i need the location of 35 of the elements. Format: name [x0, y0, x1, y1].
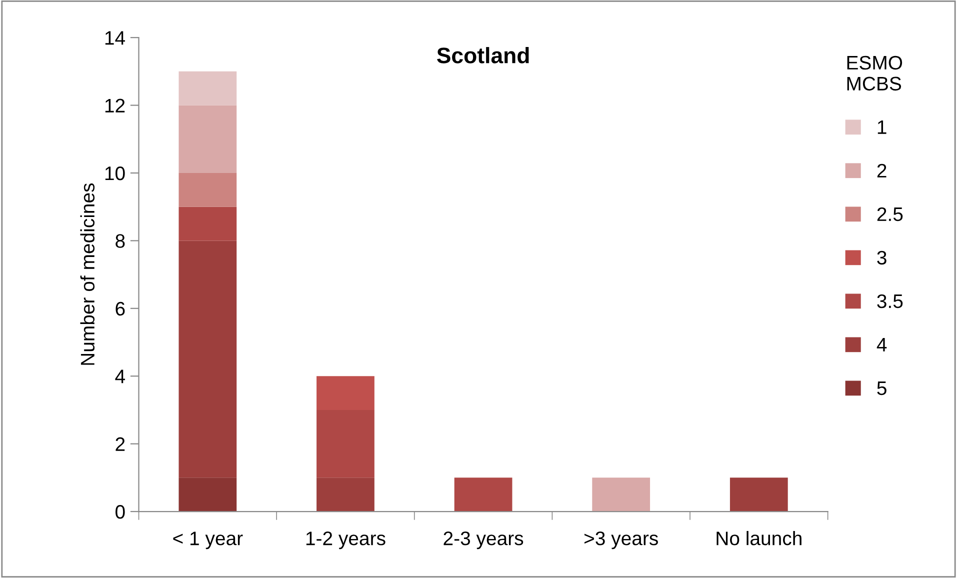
y-tick-label: 14: [105, 31, 126, 45]
bar: [316, 376, 374, 410]
y-tick-label: 12: [105, 98, 125, 112]
legend-label: 2: [877, 164, 886, 178]
chart-title: Scotland: [437, 47, 529, 64]
legend-label: 2.5: [877, 207, 903, 222]
y-tick-label: 2: [116, 437, 125, 451]
bar: [178, 105, 237, 173]
legend-label: 1: [878, 120, 886, 134]
bar: [592, 478, 650, 512]
legend-label: 5: [877, 382, 886, 396]
x-tick-label: No launch: [716, 530, 802, 546]
y-tick-label: 8: [116, 234, 125, 248]
y-tick-label: 6: [116, 302, 125, 316]
x-tick-label: 1-2 years: [306, 531, 386, 550]
bar: [730, 478, 788, 512]
legend-title: ESMO MCBS: [847, 56, 902, 91]
y-tick-label: 10: [105, 166, 125, 180]
x-tick-label: 2-3 years: [444, 531, 524, 550]
bar: [178, 172, 237, 207]
x-tick-label: < 1 year: [173, 532, 243, 550]
bar: [178, 240, 237, 478]
bar: [178, 71, 237, 106]
x-tick-label: >3 years: [584, 531, 658, 550]
bar: [316, 478, 374, 512]
y-tick-label: 0: [116, 505, 125, 519]
bar: [454, 478, 512, 512]
y-tick-label: 4: [115, 370, 125, 384]
bar: [316, 410, 374, 478]
bar: [178, 206, 237, 241]
legend-label: 4: [876, 338, 887, 352]
legend-label: 3: [877, 250, 886, 265]
y-axis-title: Number of medicines: [80, 183, 95, 365]
bar: [178, 478, 237, 512]
legend-label: 3.5: [877, 294, 903, 308]
